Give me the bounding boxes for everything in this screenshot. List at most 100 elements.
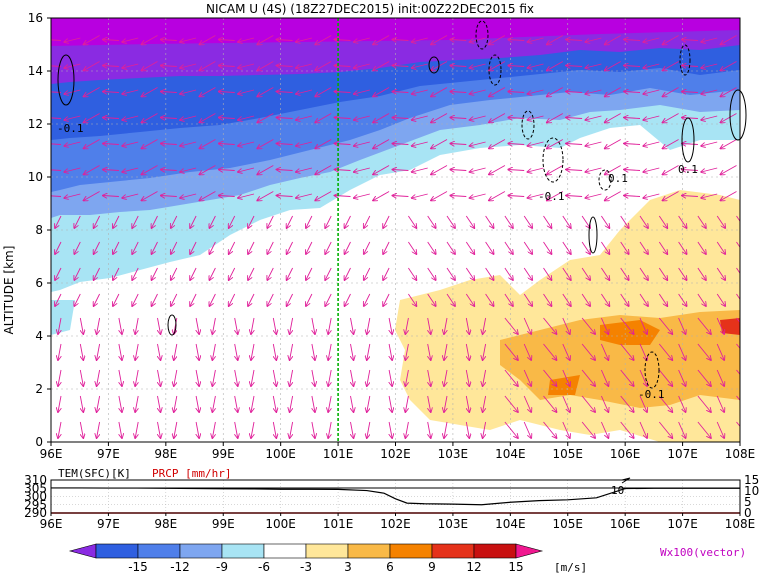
wind-vector: [444, 369, 447, 386]
wind-vector: [142, 139, 158, 149]
contour-e: [729, 89, 747, 141]
wind-vector: [383, 267, 390, 280]
wind-vector: [581, 267, 590, 280]
wind-vector: [581, 241, 590, 254]
wind-vector: [196, 317, 199, 334]
sub-left-tick-label: 305: [24, 481, 47, 495]
wind-vector: [547, 87, 564, 97]
wind-vector: [624, 118, 641, 119]
wind-vector: [74, 267, 81, 280]
wind-vector: [716, 421, 724, 438]
wind-vector: [543, 395, 557, 412]
contour-lines: [57, 20, 747, 389]
wind-vector: [383, 293, 390, 306]
wind-vector: [345, 267, 351, 280]
wind-vector: [389, 395, 392, 412]
colorbar-swatch: [137, 543, 181, 559]
wind-vector: [697, 215, 706, 228]
wind-vector: [581, 395, 595, 412]
wind-vector: [135, 343, 138, 360]
sub-x-tick-label: 100E: [265, 517, 296, 531]
contour-b: [428, 56, 440, 74]
x-tick-label: 96E: [40, 447, 63, 461]
contour-label: 0.1: [608, 172, 628, 185]
wind-vector: [620, 421, 634, 438]
wind-vector: [405, 317, 408, 334]
colorbar-swatch: [95, 543, 139, 559]
wind-vector: [55, 241, 62, 254]
wind-vector: [354, 115, 370, 120]
main-panel: -0.1 -0.1 -0.1 0.1 0.1: [50, 17, 747, 443]
sub-x-tick-label: 96E: [40, 517, 63, 531]
wind-vector: [508, 170, 525, 171]
wind-vector: [663, 139, 679, 149]
wind-vector: [248, 215, 255, 228]
wind-vector: [132, 241, 139, 254]
wind-vector: [581, 215, 590, 228]
wind-vector: [639, 395, 647, 412]
wind-vector: [585, 141, 602, 146]
wind-vector: [528, 167, 544, 172]
wind-vector: [389, 317, 392, 334]
wind-vector: [585, 193, 602, 198]
wind-vector: [446, 215, 455, 228]
sub-x-tick-label: 97E: [97, 517, 120, 531]
wind-vector: [620, 267, 629, 280]
wind-vector: [257, 191, 274, 201]
wind-vector: [296, 193, 313, 198]
wind-vector: [296, 115, 313, 120]
wind-vector: [354, 141, 370, 146]
wind-vector: [196, 343, 199, 360]
wind-vector: [290, 395, 293, 412]
wind-vector: [190, 267, 197, 280]
wind-vector: [174, 421, 177, 438]
wind-vector: [620, 241, 629, 254]
wind-vector: [566, 118, 583, 119]
wind-vector: [119, 395, 122, 412]
wind-vector: [643, 141, 660, 146]
wind-vector: [547, 191, 564, 201]
wind-vector: [721, 87, 737, 97]
wind-vector: [119, 317, 122, 334]
main-y-axis: 0 2 4 6 8 10 12 14 16: [28, 11, 51, 449]
wind-vector: [219, 144, 235, 145]
wind-vector: [523, 421, 531, 438]
wind-vector: [701, 167, 718, 172]
wind-vector: [444, 343, 447, 360]
wind-vector: [51, 65, 62, 67]
wind-vector: [405, 369, 408, 386]
wind-vector: [620, 395, 634, 412]
contour-k: [167, 314, 177, 336]
wind-vector: [444, 421, 447, 438]
wind-vector: [600, 343, 608, 360]
wind-vector: [171, 267, 178, 280]
wind-vector: [84, 35, 100, 45]
wind-vector: [55, 293, 62, 306]
wind-vector: [523, 317, 531, 334]
wind-vector: [663, 61, 679, 71]
sub-panel: 10 TEM(SFC)[K] PRCP [mm/hr]: [50, 467, 741, 514]
wind-vector: [485, 293, 494, 306]
wind-vector: [562, 343, 570, 360]
wind-vector: [408, 215, 416, 228]
wind-vector: [335, 196, 351, 197]
sub-right-tick-label: 5: [744, 495, 752, 509]
wind-vector: [273, 343, 276, 360]
wind-vector: [427, 267, 436, 280]
colorbar-swatch: [473, 543, 517, 559]
wind-vector: [483, 317, 486, 334]
wind-vector: [543, 317, 557, 334]
wind-vector: [161, 40, 177, 41]
contour-f: [542, 137, 564, 183]
wind-vector: [209, 293, 216, 306]
wind-vector: [80, 395, 83, 412]
wind-vector: [335, 118, 351, 119]
wind-vector: [446, 267, 455, 280]
wind-vector: [658, 215, 667, 228]
wind-vector: [701, 37, 718, 42]
wind-vector: [180, 63, 197, 68]
x-tick-label: 104E: [495, 447, 526, 461]
wind-vector: [470, 37, 486, 42]
wind-vector: [566, 196, 583, 197]
wind-vector: [55, 215, 62, 228]
